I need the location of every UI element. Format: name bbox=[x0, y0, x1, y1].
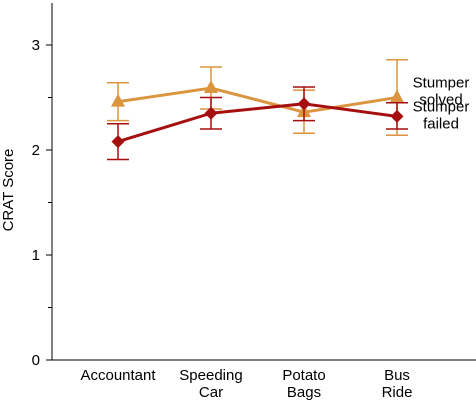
data-point-diamond bbox=[390, 109, 404, 123]
data-point-triangle bbox=[111, 93, 125, 107]
x-category-label-line: Accountant bbox=[80, 367, 156, 384]
series-label-line: solved bbox=[419, 92, 462, 109]
data-point-triangle bbox=[390, 89, 404, 103]
data-point-diamond bbox=[204, 106, 218, 120]
y-tick-label: 1 bbox=[32, 247, 40, 264]
series-group bbox=[107, 58, 408, 161]
series-label: Stumper solved bbox=[413, 75, 470, 109]
x-category-label-line: Bus bbox=[384, 367, 410, 384]
y-tick-label: 2 bbox=[32, 142, 40, 159]
series-label-line: Stumper bbox=[413, 75, 470, 92]
x-category-label-line: Potato bbox=[282, 367, 325, 384]
series-label: Stumper failed bbox=[413, 98, 470, 132]
series-label-line: Stumper bbox=[413, 98, 470, 115]
axes bbox=[46, 3, 476, 361]
data-point-triangle bbox=[204, 79, 218, 93]
x-category-label: Bus Ride bbox=[382, 367, 413, 400]
x-category-label: Speeding Car bbox=[179, 367, 242, 400]
series-line bbox=[117, 102, 398, 144]
y-axis-title: CRAT Score bbox=[0, 149, 17, 232]
y-tick-label: 0 bbox=[32, 352, 40, 369]
data-point-diamond bbox=[111, 135, 125, 149]
x-category-label: Accountant bbox=[80, 367, 156, 384]
series-line bbox=[117, 86, 398, 114]
labels-group: 0 1 2 3 Accountant Speeding Car Potato Bags Bus Ri… bbox=[32, 37, 470, 400]
series-label-line: failed bbox=[423, 115, 459, 132]
series-1 bbox=[107, 86, 408, 161]
series-0 bbox=[107, 58, 408, 137]
x-category-label-line: Bags bbox=[287, 384, 321, 400]
x-category-label-line: Car bbox=[199, 384, 223, 400]
x-category-label: Potato Bags bbox=[282, 367, 325, 400]
x-category-label-line: Ride bbox=[382, 384, 413, 400]
x-category-label-line: Speeding bbox=[179, 367, 242, 384]
data-point-diamond bbox=[297, 97, 311, 111]
y-tick-label: 3 bbox=[32, 37, 40, 54]
